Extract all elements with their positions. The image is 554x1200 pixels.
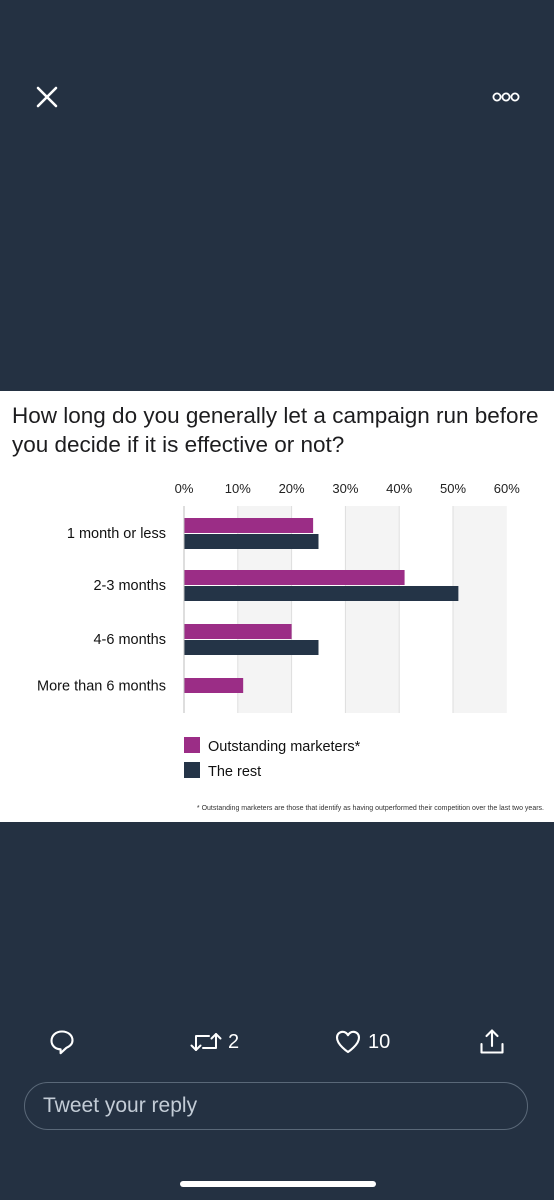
bar-rest [184,534,319,549]
reply-icon [50,1030,74,1055]
retweet-button[interactable]: 2 [190,1020,239,1064]
x-tick-label: 60% [494,481,520,496]
tweet-actions: 2 10 [0,1020,554,1064]
share-icon [480,1029,504,1054]
home-indicator[interactable] [180,1181,376,1187]
bar-rest [184,586,459,601]
category-label: More than 6 months [37,679,166,695]
category-label: 1 month or less [67,526,166,542]
x-tick-label: 10% [225,481,251,496]
bar-outstanding [184,678,244,693]
reply-button[interactable] [48,1020,76,1064]
legend-swatch [184,737,200,753]
legend-swatch [184,762,200,778]
more-options-icon [492,92,520,102]
retweet-count: 2 [228,1030,240,1053]
reply-placeholder: Tweet your reply [43,1094,198,1117]
chart-footnote: * Outstanding marketers are those that i… [196,805,544,812]
like-button[interactable]: 10 [334,1020,390,1064]
heart-icon [335,1030,361,1054]
plot-band [345,506,400,713]
category-label: 4-6 months [93,632,166,648]
x-tick-label: 30% [332,481,358,496]
plot-band [453,506,507,713]
chart-title: How long do you generally let a campaign… [12,403,539,457]
bar-outstanding [184,624,292,639]
close-button[interactable] [32,82,62,112]
legend-label: The rest [208,764,261,780]
tweet-image[interactable]: How long do you generally let a campaign… [0,391,554,822]
more-options-button[interactable] [488,86,524,108]
like-count: 10 [368,1030,391,1053]
bar-outstanding [184,570,405,585]
close-icon [36,86,58,108]
plot-band [399,506,453,713]
category-label: 2-3 months [93,578,166,594]
x-tick-label: 0% [175,481,194,496]
x-tick-label: 40% [386,481,412,496]
bar-chart: 0% 10% 20% 30% 40% 50% 60% 1 month or less 2-3 m… [37,481,520,780]
share-button[interactable] [478,1020,506,1064]
x-tick-label: 50% [440,481,466,496]
retweet-icon [190,1033,222,1051]
legend-label: Outstanding marketers* [208,739,361,755]
bar-outstanding [184,518,314,533]
x-tick-label: 20% [279,481,305,496]
bar-rest [184,640,319,655]
reply-input[interactable]: Tweet your reply [24,1082,528,1130]
